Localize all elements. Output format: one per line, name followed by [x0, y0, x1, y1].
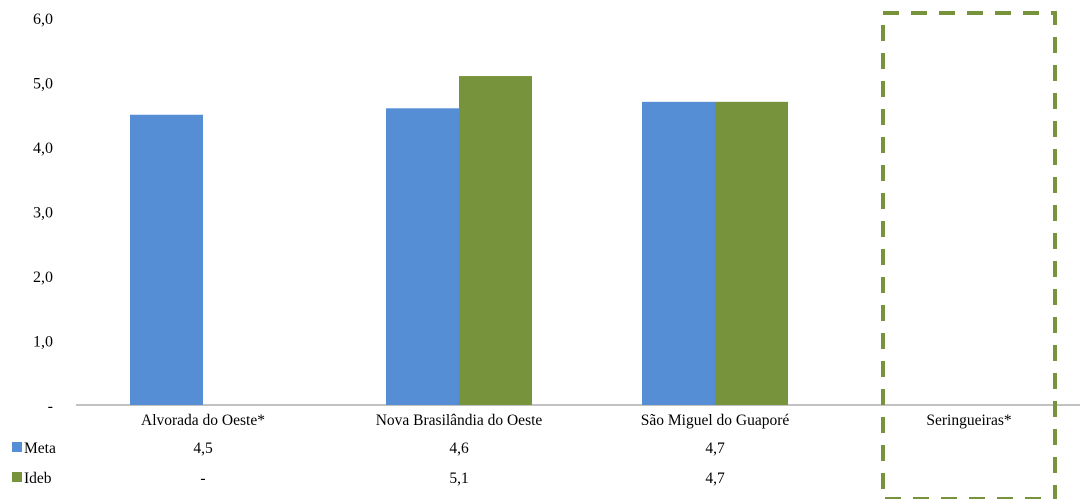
- y-tick-label: 1,0: [33, 334, 53, 351]
- bar-meta: [642, 101, 715, 405]
- table-cell: 4,5: [193, 440, 213, 457]
- legend-label-meta: Meta: [24, 440, 56, 457]
- table-cell: 4,7: [705, 440, 725, 457]
- y-tick-label: 3,0: [33, 205, 53, 222]
- y-tick-label: 2,0: [33, 269, 53, 286]
- table-cell: -: [200, 470, 205, 487]
- legend-swatch-ideb: [12, 472, 22, 482]
- table-cell: 4,6: [449, 440, 469, 457]
- legend-swatch-meta: [12, 442, 22, 452]
- category-label: Alvorada do Oeste*: [141, 412, 265, 429]
- category-label: São Miguel do Guaporé: [641, 412, 790, 429]
- bar-meta: [386, 108, 459, 406]
- table-cell: 5,1: [449, 470, 468, 487]
- highlight-dashed-box: [881, 11, 1057, 499]
- category-label: Nova Brasilândia do Oeste: [376, 412, 543, 429]
- y-axis-ticks: - 1,0 2,0 3,0 4,0 5,0 6,0: [33, 11, 53, 415]
- category-labels: Alvorada do Oeste* Nova Brasilândia do Oe…: [141, 412, 1012, 429]
- bar-meta: [130, 114, 203, 405]
- bars: [130, 76, 788, 406]
- data-table: Meta 4,5 4,6 4,7 Ideb - 5,1 4,7: [12, 440, 725, 487]
- legend-label-ideb: Ideb: [24, 470, 52, 487]
- y-tick-label: 5,0: [33, 76, 53, 93]
- y-tick-label: 6,0: [33, 11, 53, 28]
- y-tick-label: -: [48, 398, 53, 415]
- bar-ideb: [715, 101, 788, 405]
- bar-ideb: [459, 76, 532, 406]
- table-cell: 4,7: [705, 470, 725, 487]
- y-tick-label: 4,0: [33, 140, 53, 157]
- category-label: Seringueiras*: [926, 412, 1011, 429]
